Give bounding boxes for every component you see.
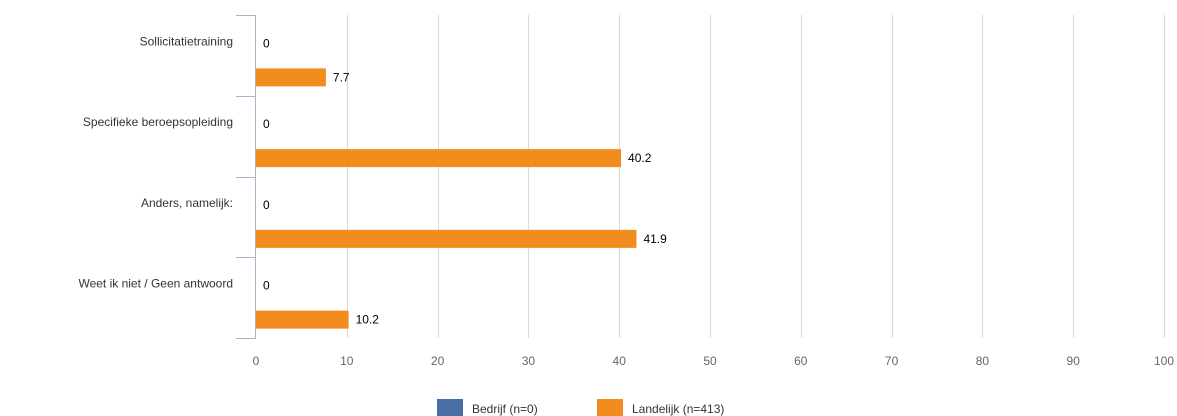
value-label: 0 (263, 117, 270, 131)
category-labels: Sollicitatietraining Specifieke beroepsop… (78, 34, 233, 290)
value-label: 0 (263, 36, 270, 50)
value-label: 41.9 (643, 232, 667, 246)
x-tick-label: 20 (431, 354, 445, 368)
value-labels: 0 7.7 0 40.2 0 41.9 0 10.2 (263, 36, 667, 326)
category-axis (236, 15, 256, 339)
x-tick-label: 100 (1154, 354, 1174, 368)
x-tick-label: 80 (976, 354, 990, 368)
x-tick-label: 10 (340, 354, 354, 368)
category-label: Anders, namelijk: (141, 196, 233, 210)
legend-swatch (597, 399, 623, 416)
legend: Bedrijf (n=0) Landelijk (n=413) (437, 399, 724, 416)
legend-label: Landelijk (n=413) (632, 402, 724, 416)
x-tick-label: 50 (703, 354, 717, 368)
legend-swatch (437, 399, 463, 416)
value-label: 40.2 (628, 151, 652, 165)
x-tick-labels: 0 10 20 30 40 50 60 70 80 90 100 (253, 354, 1175, 368)
x-tick-label: 90 (1067, 354, 1081, 368)
value-label: 0 (263, 279, 270, 293)
bar (256, 229, 637, 248)
x-tick-label: 70 (885, 354, 899, 368)
legend-label: Bedrijf (n=0) (472, 402, 538, 416)
bar (256, 149, 622, 168)
value-label: 10.2 (356, 313, 380, 327)
bars (256, 68, 637, 329)
x-tick-label: 40 (613, 354, 627, 368)
bar (256, 310, 349, 329)
bar (256, 68, 326, 87)
category-label: Specifieke beroepsopleiding (83, 115, 233, 129)
value-label: 0 (263, 198, 270, 212)
value-label: 7.7 (333, 70, 350, 84)
x-tick-label: 0 (253, 354, 260, 368)
x-tick-label: 60 (794, 354, 808, 368)
category-label: Sollicitatietraining (140, 34, 233, 48)
category-label: Weet ik niet / Geen antwoord (78, 277, 233, 291)
gridlines (347, 15, 1165, 338)
x-tick-label: 30 (522, 354, 536, 368)
